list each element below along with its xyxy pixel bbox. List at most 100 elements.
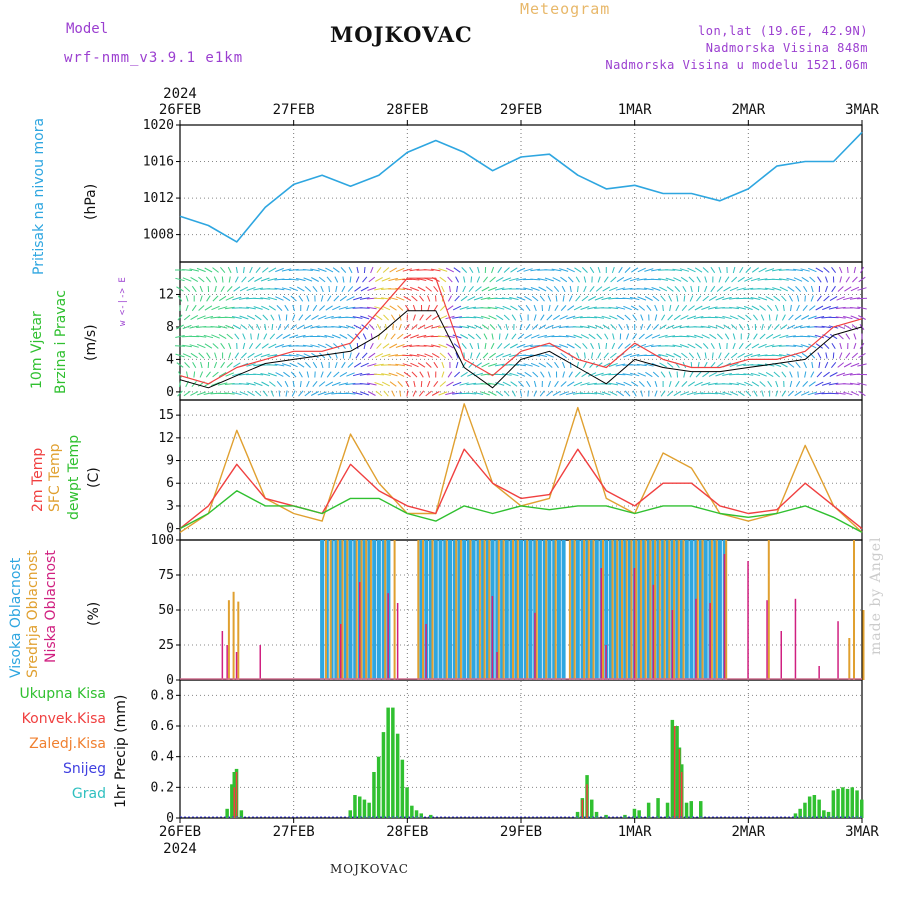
wind-barb xyxy=(715,392,725,395)
wind-barb xyxy=(743,353,753,358)
wind-barb xyxy=(736,382,746,386)
wind-barb xyxy=(447,276,453,283)
wind-barb xyxy=(723,324,731,330)
wind-barb xyxy=(743,373,754,376)
wind-barb xyxy=(310,325,320,329)
mid-cloud-bar xyxy=(422,540,424,680)
wind-barb xyxy=(555,295,558,302)
wind-barb xyxy=(405,380,410,388)
wind-barb xyxy=(810,295,814,302)
wind-barb xyxy=(304,286,312,292)
wind-barb xyxy=(702,267,709,273)
wind-barb xyxy=(665,345,676,347)
wind-barb xyxy=(779,334,789,339)
wind-barb xyxy=(710,342,715,350)
wind-barb xyxy=(190,314,199,321)
wind-barb xyxy=(310,344,320,348)
wind-barb xyxy=(238,383,249,385)
mid-cloud-bar xyxy=(393,540,396,680)
high-cloud-bar xyxy=(334,540,339,680)
wind-barb xyxy=(260,297,271,300)
wind-barb xyxy=(225,324,235,330)
wind-barb xyxy=(525,380,531,388)
wind-barb xyxy=(758,267,767,273)
wind-barb xyxy=(331,381,341,387)
wind-barb xyxy=(312,304,318,312)
wind-barb xyxy=(516,343,526,349)
wind-barb xyxy=(681,381,688,387)
wind-barb xyxy=(417,324,426,330)
low-cloud-bar xyxy=(709,603,711,680)
wind-barb xyxy=(694,305,703,311)
wind-barb xyxy=(255,343,261,349)
wind-barb xyxy=(687,381,696,387)
wind-barb xyxy=(800,344,810,348)
wind-barb xyxy=(815,381,824,387)
wind-barb xyxy=(730,352,738,359)
wind-barb xyxy=(680,391,689,396)
wind-barb xyxy=(502,277,512,282)
wind-barb xyxy=(376,343,382,349)
wind-barb xyxy=(268,343,277,349)
wind-barb xyxy=(707,306,718,310)
wind-barb xyxy=(253,287,264,291)
wind-barb xyxy=(524,371,532,378)
mid-cloud-bar xyxy=(325,540,327,680)
wind-barb xyxy=(565,335,576,338)
legend-hail: Grad xyxy=(71,786,106,802)
wind-barb xyxy=(517,305,525,311)
wind-barb xyxy=(497,266,503,274)
wind-barb xyxy=(829,333,838,340)
wind-barb xyxy=(455,276,460,283)
wind-barb xyxy=(439,352,447,359)
wind-barb xyxy=(295,334,306,339)
wind-barb xyxy=(190,352,198,359)
wind-barb xyxy=(554,304,559,312)
wind-barb xyxy=(773,295,781,302)
wind-barb xyxy=(509,296,519,301)
y-tick-label: 0.6 xyxy=(151,719,174,734)
wind-barb xyxy=(632,314,638,321)
wind-barb xyxy=(502,305,512,311)
wind-barb xyxy=(650,278,661,281)
wind-barb xyxy=(334,276,339,283)
wind-barb xyxy=(489,352,496,359)
high-cloud-bar xyxy=(509,540,514,680)
rain-bar xyxy=(419,813,423,818)
rain-bar xyxy=(632,808,637,818)
mid-cloud-bar xyxy=(668,540,671,680)
wind-barb xyxy=(185,295,189,302)
wind-barb xyxy=(248,323,254,331)
wind-barb xyxy=(637,343,647,349)
wind-barb xyxy=(715,324,725,330)
wind-barb xyxy=(267,372,277,377)
wind-barb xyxy=(768,314,771,321)
wind-barb xyxy=(636,278,647,281)
mid-cloud-bar xyxy=(431,540,434,680)
wind-barb xyxy=(828,306,839,310)
wind-barb xyxy=(388,372,398,377)
wind-barb xyxy=(743,305,753,311)
rain-bar xyxy=(405,787,409,818)
wind-barb xyxy=(850,391,860,396)
wind-barb xyxy=(737,352,746,359)
wind-barb xyxy=(311,314,319,321)
wind-barb xyxy=(793,344,803,348)
wind-barb xyxy=(623,381,632,387)
wind-barb xyxy=(453,343,461,349)
wind-barb xyxy=(290,295,297,302)
wind-barb xyxy=(540,371,545,378)
low-cloud-bar xyxy=(633,568,636,680)
wind-barb xyxy=(196,315,206,320)
wind-barb xyxy=(630,305,639,311)
wind-barb xyxy=(660,295,666,302)
wind-barb xyxy=(411,295,418,302)
mid-cloud-bar xyxy=(644,540,647,680)
wind-barb xyxy=(681,304,688,312)
wind-barb xyxy=(456,285,458,293)
wind-barb xyxy=(204,305,213,311)
wind-barb xyxy=(853,266,856,274)
low-cloud-bar xyxy=(837,621,839,680)
wind-barb xyxy=(839,276,842,283)
wind-barb xyxy=(724,333,730,340)
